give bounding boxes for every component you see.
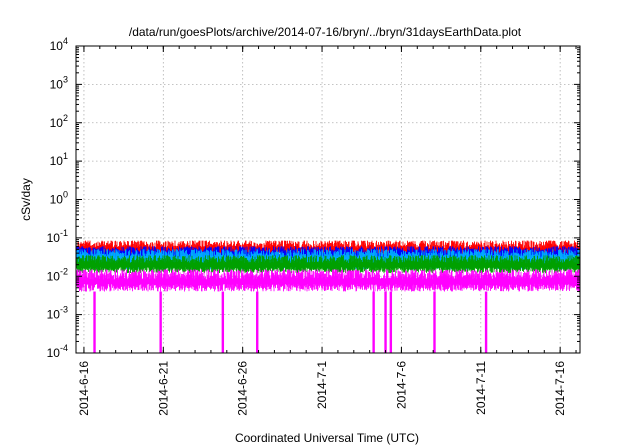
- x-tick-label: 2014-7-11: [474, 361, 488, 415]
- x-tick-label: 2014-6-16: [77, 361, 91, 416]
- x-axis-ticks: 2014-6-16 2014-6-21 2014-6-26 2014-7-1 2014-…: [77, 46, 577, 416]
- dropout-spike: [389, 291, 393, 353]
- y-axis-ticks: 10-4 10-3 10-2 10-1 100 101 102 103 104: [47, 36, 580, 360]
- x-tick-label: 2014-6-21: [156, 361, 170, 416]
- y-tick-label: 10-2: [47, 266, 68, 283]
- y-tick-label: 100: [50, 190, 68, 207]
- y-tick-label: 10-4: [47, 343, 68, 360]
- grid-lines: [76, 46, 580, 353]
- dropout-spike: [93, 291, 96, 353]
- y-axis-label: cSv/day: [19, 178, 33, 221]
- series-5-line: [75, 269, 581, 292]
- x-axis-label: Coordinated Universal Time (UTC): [235, 431, 419, 445]
- x-tick-label: 2014-7-6: [394, 361, 408, 409]
- y-tick-label: 10-3: [47, 305, 68, 322]
- y-tick-label: 102: [50, 113, 68, 130]
- dropout-spike: [221, 291, 225, 353]
- dropout-spike: [372, 291, 375, 353]
- x-tick-label: 2014-7-16: [553, 361, 567, 416]
- y-tick-label: 103: [50, 74, 68, 91]
- series-layer: [75, 240, 581, 292]
- y-tick-label: 104: [50, 36, 68, 53]
- x-tick-label: 2014-6-26: [236, 361, 250, 416]
- y-tick-label: 101: [50, 151, 68, 168]
- dropout-spike: [484, 291, 488, 353]
- x-tick-label: 2014-7-1: [315, 361, 329, 409]
- y-tick-label: 10-1: [47, 228, 68, 245]
- dropout-spike: [159, 291, 162, 353]
- dropout-layer: [93, 291, 488, 353]
- chart-title: /data/run/goesPlots/archive/2014-07-16/b…: [129, 25, 522, 39]
- dropout-spike: [433, 291, 436, 353]
- dropout-spike: [256, 291, 259, 353]
- dropout-spike: [384, 291, 387, 353]
